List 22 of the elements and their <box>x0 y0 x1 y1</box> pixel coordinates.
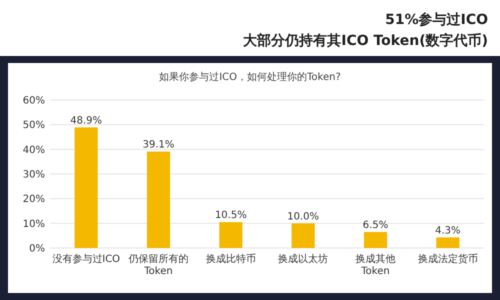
y-tick-label: 30% <box>22 170 45 180</box>
data-label: 10.5% <box>214 210 247 222</box>
y-tick-label: 60% <box>22 96 45 106</box>
text: 如果你参与过ICO，如何处理你的Token? <box>159 71 341 83</box>
data-label: 10.0% <box>287 211 320 222</box>
data-label: 4.3% <box>435 225 461 236</box>
y-tick-label: 0% <box>29 244 45 254</box>
x-tick-label: 没有参与过ICO <box>52 253 120 265</box>
x-tick-label: 换成以太坊 <box>278 253 328 265</box>
data-label: 6.5% <box>362 220 388 231</box>
x-tick-label: 仍保留所有的Token <box>128 253 188 277</box>
x-tick-label: 换成比特币 <box>206 253 256 265</box>
chart-subtitle: 大部分仍持有其ICO Token(数字代币) <box>243 32 488 49</box>
data-label: 39.1% <box>142 140 174 151</box>
x-tick-label: 换成法定货币 <box>418 253 478 265</box>
y-tick-label: 20% <box>22 194 45 206</box>
y-tick-label: 10% <box>22 218 45 230</box>
chart-title: 51%参与过ICO <box>385 11 488 28</box>
data-label: 48.9% <box>70 115 102 126</box>
y-tick-label: 40% <box>22 144 45 156</box>
x-tick-label: 换成其他Token <box>356 253 396 277</box>
y-tick-label: 50% <box>22 120 45 132</box>
